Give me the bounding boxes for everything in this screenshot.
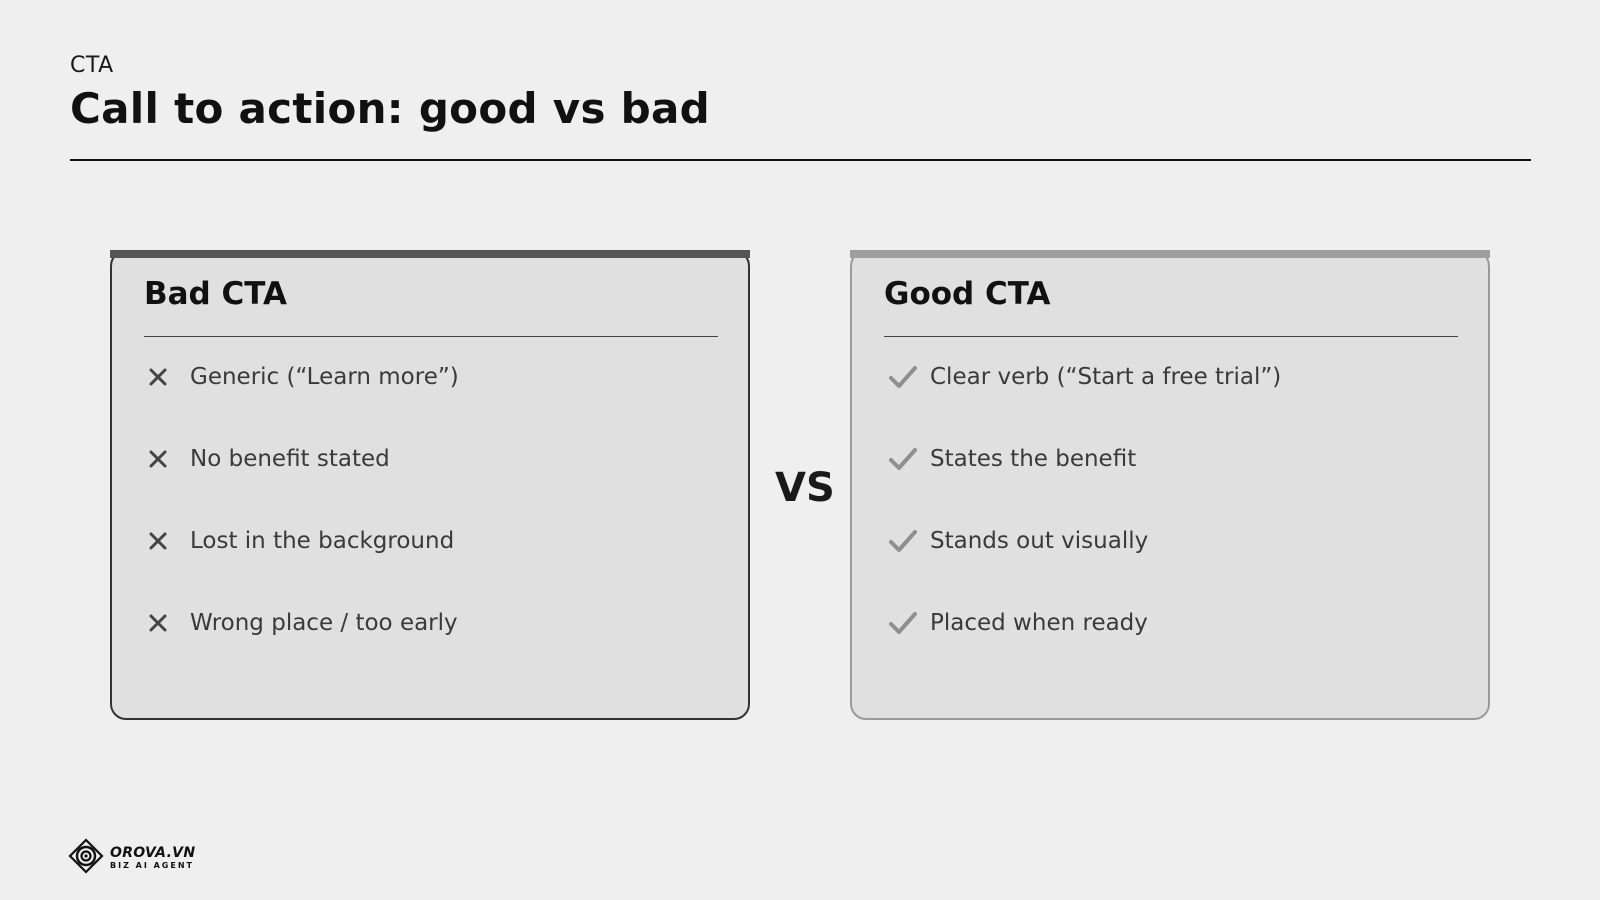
brand-logo: OROVA.VN BIZ AI AGENT [68,838,195,878]
list-item-label: Placed when ready [930,610,1148,636]
list-item-label: Lost in the background [190,528,455,554]
list-item: No benefit stated [144,442,724,524]
vs-label: VS [775,465,835,511]
logo-wordmark: OROVA.VN [110,845,196,861]
list-item: Stands out visually [884,524,1464,606]
section-eyebrow: CTA [70,53,114,78]
bad-cta-accent-bar [110,250,750,258]
list-item: Lost in the background [144,524,724,606]
list-item: Placed when ready [884,606,1464,688]
x-icon [144,442,190,476]
good-cta-card: Good CTA Clear verb (“Start a free trial… [850,250,1490,720]
bad-cta-list: Generic (“Learn more”) No benefit stated… [144,360,724,688]
good-cta-card-title: Good CTA [884,276,1051,312]
check-icon [884,360,930,394]
orova-logo-icon [68,838,104,878]
x-icon [144,360,190,394]
list-item: States the benefit [884,442,1464,524]
x-icon [144,524,190,558]
list-item-label: No benefit stated [190,446,390,472]
list-item-label: Wrong place / too early [190,610,458,636]
good-cta-card-divider [884,336,1458,337]
good-cta-accent-bar [850,250,1490,258]
bad-cta-card: Bad CTA Generic (“Learn more”) No benefi… [110,250,750,720]
list-item: Generic (“Learn more”) [144,360,724,442]
list-item-label: Generic (“Learn more”) [190,364,459,390]
list-item-label: States the benefit [930,446,1137,472]
check-icon [884,524,930,558]
list-item: Wrong place / too early [144,606,724,688]
x-icon [144,606,190,640]
list-item: Clear verb (“Start a free trial”) [884,360,1464,442]
check-icon [884,606,930,640]
page-title: Call to action: good vs bad [70,84,711,133]
check-icon [884,442,930,476]
good-cta-list: Clear verb (“Start a free trial”) States… [884,360,1464,688]
bad-cta-card-title: Bad CTA [144,276,288,312]
title-divider [70,159,1531,161]
bad-cta-card-divider [144,336,718,337]
logo-tagline: BIZ AI AGENT [110,861,194,870]
list-item-label: Stands out visually [930,528,1149,554]
list-item-label: Clear verb (“Start a free trial”) [930,364,1282,390]
